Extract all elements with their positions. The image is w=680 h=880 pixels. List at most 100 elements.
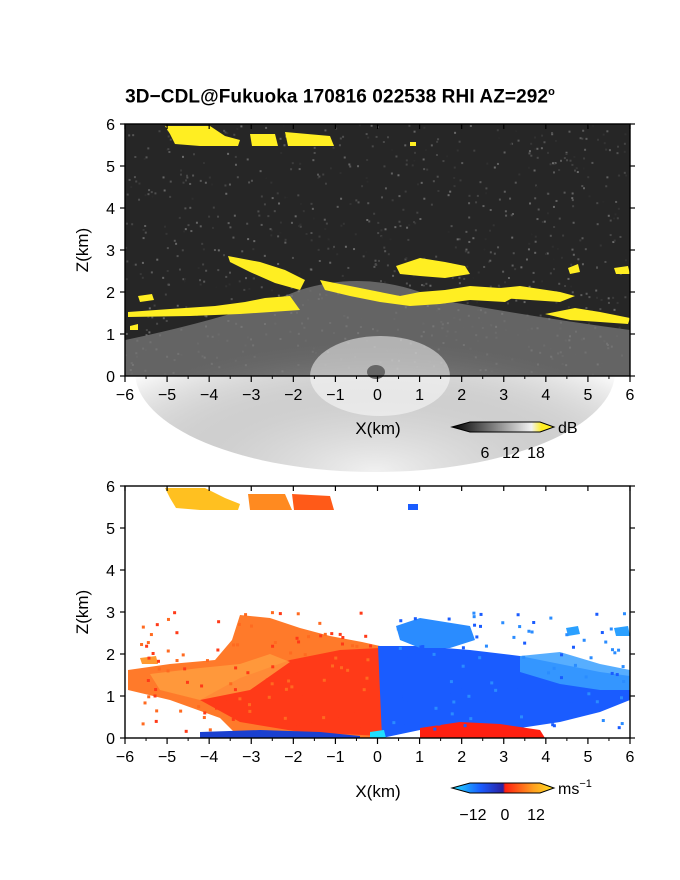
noise-pixel: [498, 198, 501, 201]
noise-pixel: [468, 240, 471, 243]
noise-pixel: [497, 246, 500, 249]
noise-pixel: [273, 210, 276, 213]
noise-pixel: [585, 137, 588, 140]
noise-pixel: [297, 194, 300, 197]
noise-pixel: [530, 142, 533, 145]
noise-pixel: [373, 265, 376, 268]
x-tick-label: 4: [541, 749, 550, 766]
x-tick-label: 1: [415, 749, 424, 766]
noise-pixel: [247, 238, 250, 241]
noise-pixel: [474, 229, 477, 232]
velocity-speckle-pixel: [287, 679, 291, 683]
noise-pixel: [138, 198, 141, 201]
velocity-speckle-pixel: [294, 672, 298, 676]
noise-pixel: [553, 268, 556, 271]
noise-pixel: [233, 214, 236, 217]
noise-pixel: [532, 280, 535, 283]
velocity-speckle-pixel: [413, 617, 417, 621]
noise-pixel: [333, 245, 336, 248]
noise-pixel: [472, 276, 475, 279]
noise-pixel: [205, 269, 208, 272]
noise-pixel: [571, 199, 574, 202]
velocity-speckle-pixel: [175, 631, 179, 635]
velocity-speckle-pixel: [146, 641, 150, 645]
velocity-speckle-pixel: [393, 727, 397, 731]
velocity-speckle-pixel: [571, 645, 575, 649]
velocity-speckle-pixel: [582, 638, 586, 642]
noise-pixel: [558, 282, 561, 285]
noise-pixel: [552, 205, 555, 208]
noise-pixel: [408, 124, 411, 127]
velocity-speckle-pixel: [396, 627, 400, 631]
velocity-speckle-pixel: [369, 644, 373, 648]
velocity-speckle-pixel: [595, 612, 599, 616]
velocity-speckle-pixel: [166, 649, 170, 653]
noise-pixel: [476, 194, 479, 197]
noise-pixel: [156, 258, 159, 261]
noise-pixel: [564, 285, 567, 288]
noise-pixel: [623, 150, 626, 153]
velocity-colorbar: ms−1 −12 0 12: [450, 778, 592, 824]
noise-pixel: [280, 151, 283, 154]
noise-pixel: [528, 150, 531, 153]
echo-band-mid: [320, 280, 520, 306]
noise-pixel: [442, 160, 445, 163]
noise-pixel: [145, 329, 148, 332]
velocity-speckle-pixel: [495, 693, 499, 697]
noise-pixel: [225, 192, 228, 195]
noise-pixel: [236, 127, 239, 130]
noise-pixel: [156, 322, 159, 325]
noise-pixel: [540, 147, 543, 150]
noise-pixel: [529, 202, 532, 205]
velocity-speckle-pixel: [365, 676, 369, 680]
noise-pixel: [133, 176, 136, 179]
noise-pixel: [202, 162, 205, 165]
noise-pixel: [534, 136, 537, 139]
noise-pixel: [493, 166, 496, 169]
x-tick-label: 0: [373, 749, 382, 766]
noise-pixel: [602, 133, 605, 136]
noise-pixel: [465, 230, 468, 233]
velocity-speckle-pixel: [231, 717, 235, 721]
noise-pixel: [496, 162, 499, 165]
velocity-speckle-pixel: [622, 679, 626, 683]
velocity-speckle-pixel: [295, 636, 299, 640]
noise-pixel: [551, 132, 554, 135]
y-tick-label: 5: [106, 159, 115, 176]
noise-pixel: [380, 235, 383, 238]
noise-pixel: [581, 137, 584, 140]
noise-pixel: [447, 230, 450, 233]
noise-pixel: [167, 148, 170, 151]
noise-pixel: [582, 167, 585, 170]
noise-pixel: [596, 202, 599, 205]
noise-pixel: [291, 256, 294, 259]
velocity-speckle-pixel: [483, 663, 487, 667]
velocity-speckle-pixel: [229, 682, 233, 686]
x-tick-label: −4: [200, 749, 218, 766]
noise-pixel: [391, 149, 394, 152]
velocity-speckle-pixel: [215, 706, 219, 710]
noise-pixel: [619, 235, 622, 238]
noise-pixel: [624, 259, 627, 262]
noise-pixel: [338, 144, 341, 147]
noise-pixel: [453, 176, 456, 179]
velocity-speckle-pixel: [610, 648, 614, 652]
noise-pixel: [572, 221, 575, 224]
x-tick-label: 6: [626, 749, 635, 766]
noise-pixel: [583, 157, 586, 160]
velocity-speckle-pixel: [587, 692, 591, 696]
velocity-speckle-pixel: [203, 711, 207, 715]
noise-pixel: [270, 181, 273, 184]
velocity-speckle-pixel: [157, 667, 161, 671]
noise-pixel: [463, 277, 466, 280]
velocity-speckle-pixel: [450, 712, 454, 716]
noise-pixel: [430, 203, 433, 206]
velocity-speckle-pixel: [278, 612, 282, 616]
noise-pixel: [233, 133, 236, 136]
noise-pixel: [571, 192, 574, 195]
velocity-speckle-pixel: [340, 666, 344, 670]
noise-pixel: [201, 242, 204, 245]
velocity-speckle-pixel: [584, 675, 588, 679]
noise-pixel: [528, 152, 531, 155]
noise-pixel: [310, 239, 313, 242]
